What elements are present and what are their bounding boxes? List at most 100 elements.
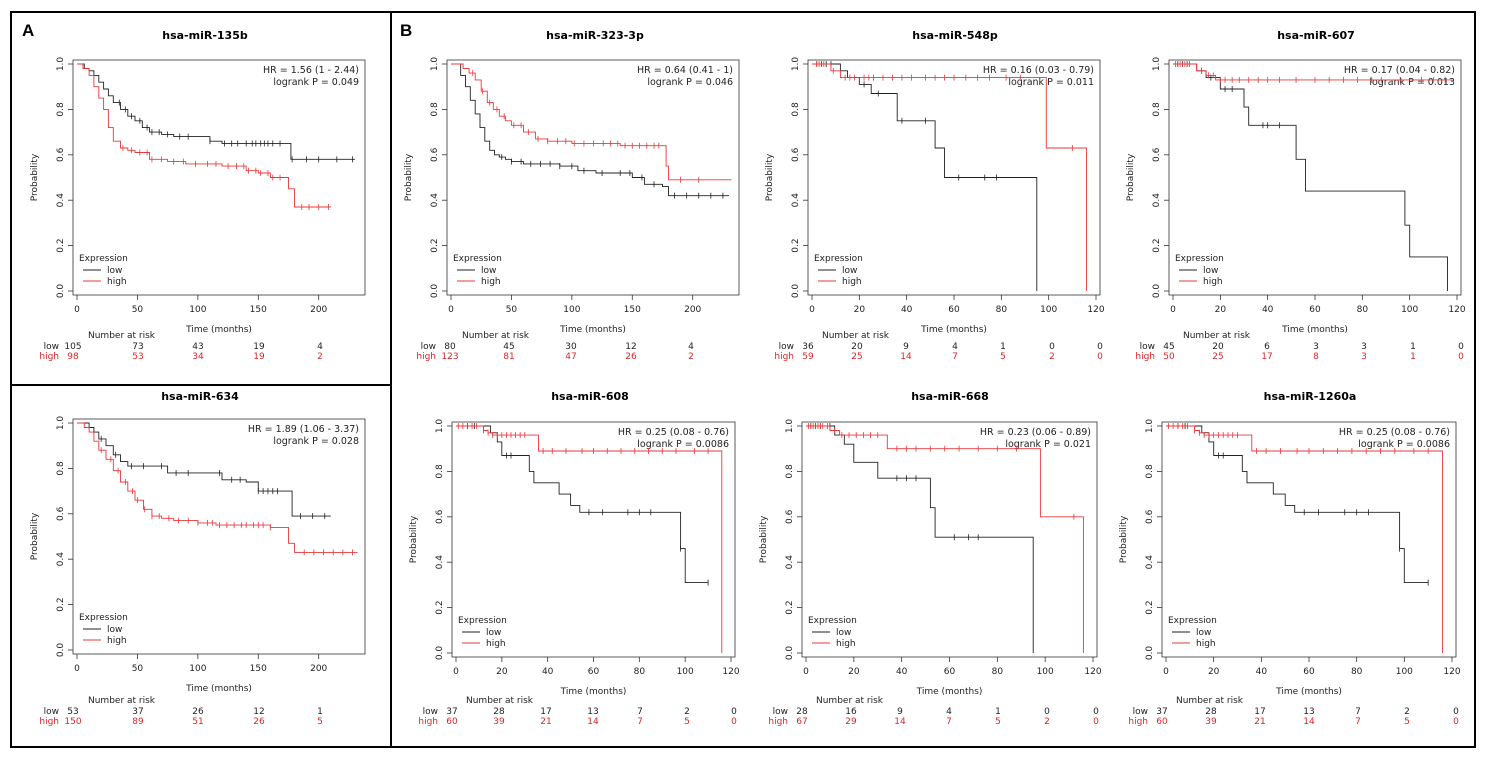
risk-high-value: 7 [946,717,952,727]
risk-high-value: 26 [253,717,265,727]
risk-high-value: 81 [503,352,514,362]
risk-table-label: Number at risk [822,331,890,341]
plot-frame [72,59,366,296]
legend-label-low: low [107,625,122,635]
x-tick-label: 20 [1215,305,1227,315]
risk-high-value: 51 [192,717,203,727]
y-tick-label: 0.0 [435,646,445,661]
y-tick-label: 1.0 [56,416,66,431]
x-tick-label: 80 [1357,305,1369,315]
risk-low-value: 53 [67,707,78,717]
risk-low-value: 7 [637,707,643,717]
y-axis-label: Probability [1119,515,1129,563]
risk-low-value: 4 [688,342,694,352]
plot-frame [72,418,366,655]
risk-low-value: 0 [1453,707,1459,717]
y-tick-label: 0.2 [56,238,66,252]
x-tick-label: 40 [901,305,913,315]
logrank-p-text: logrank P = 0.049 [273,77,359,88]
x-tick-label: 60 [944,667,956,677]
y-tick-label: 0.2 [785,600,795,614]
risk-table-label: Number at risk [1183,331,1251,341]
curve-high [451,63,732,181]
y-tick-label: 0.8 [56,102,66,117]
chart-title: hsa-miR-607 [1277,29,1355,42]
y-tick-label: 1.0 [791,57,801,72]
risk-high-value: 5 [317,717,323,727]
risk-low-value: 13 [1303,707,1314,717]
risk-low-value: 9 [897,707,903,717]
y-tick-label: 1.0 [1152,57,1162,72]
risk-row-label-high: high [768,717,788,727]
risk-high-value: 98 [67,352,79,362]
risk-low-value: 0 [1044,707,1050,717]
legend-label-high: high [481,277,501,287]
chart-title: hsa-miR-668 [911,390,989,403]
hr-text: HR = 0.23 (0.06 - 0.89) [980,427,1091,438]
risk-high-value: 2 [1044,717,1050,727]
chart-title: hsa-miR-323-3p [546,29,644,42]
x-tick-label: 40 [1262,305,1274,315]
logrank-p-text: logrank P = 0.0086 [637,439,729,450]
risk-high-value: 14 [900,352,912,362]
risk-high-value: 29 [845,717,857,727]
panel-b-frame [390,11,1476,748]
risk-low-value: 13 [587,707,598,717]
legend-label-high: high [836,639,856,649]
x-tick-label: 0 [803,667,809,677]
risk-low-value: 73 [132,342,143,352]
chart-title: hsa-miR-608 [551,390,629,403]
risk-low-value: 37 [1156,707,1167,717]
risk-low-value: 1 [1000,342,1006,352]
legend-title: Expression [453,254,502,264]
y-tick-label: 0.6 [785,509,795,524]
risk-high-value: 8 [1313,352,1319,362]
x-tick-label: 100 [677,667,694,677]
x-axis-label: Time (months) [1275,687,1342,697]
x-axis-label: Time (months) [916,687,983,697]
legend-title: Expression [814,254,863,264]
y-tick-label: 0.6 [56,506,66,521]
curve-high [77,63,331,208]
curve-low [812,63,1038,291]
x-tick-label: 40 [896,667,908,677]
legend-title: Expression [1175,254,1224,264]
risk-low-value: 4 [317,342,323,352]
risk-low-value: 1 [995,707,1001,717]
chart-title: hsa-miR-634 [161,390,239,403]
y-tick-label: 0.6 [430,147,440,162]
y-tick-label: 0.6 [1145,509,1155,524]
y-axis-label: Probability [765,153,775,201]
y-axis-label: Probability [30,512,40,560]
risk-high-value: 7 [1355,717,1361,727]
risk-table-label: Number at risk [816,696,884,706]
risk-row-label-low: low [423,707,438,717]
legend-label-high: high [486,639,506,649]
risk-low-value: 17 [540,707,551,717]
x-tick-label: 150 [250,305,267,315]
risk-low-value: 28 [493,707,505,717]
risk-low-value: 0 [1097,342,1103,352]
risk-row-label-low: low [44,707,59,717]
km-chart-3: hsa-miR-323-3p 0.0 0.2 0.4 0.6 0.8 1.0 0 50 100 15… [404,29,740,362]
risk-row-label-high: high [1128,717,1148,727]
risk-row-label-high: high [418,717,438,727]
risk-low-value: 19 [253,342,265,352]
x-tick-label: 0 [453,667,459,677]
logrank-p-text: logrank P = 0.0086 [1358,439,1450,450]
risk-low-value: 12 [625,342,636,352]
y-tick-label: 0.4 [791,193,801,208]
y-axis-label: Probability [30,153,40,201]
y-tick-label: 0.0 [430,284,440,299]
risk-high-value: 1 [1410,352,1416,362]
risk-low-value: 4 [946,707,952,717]
legend-title: Expression [79,254,128,264]
risk-high-value: 0 [1093,717,1099,727]
risk-low-value: 0 [731,707,737,717]
risk-high-value: 39 [1205,717,1217,727]
risk-high-value: 7 [952,352,958,362]
